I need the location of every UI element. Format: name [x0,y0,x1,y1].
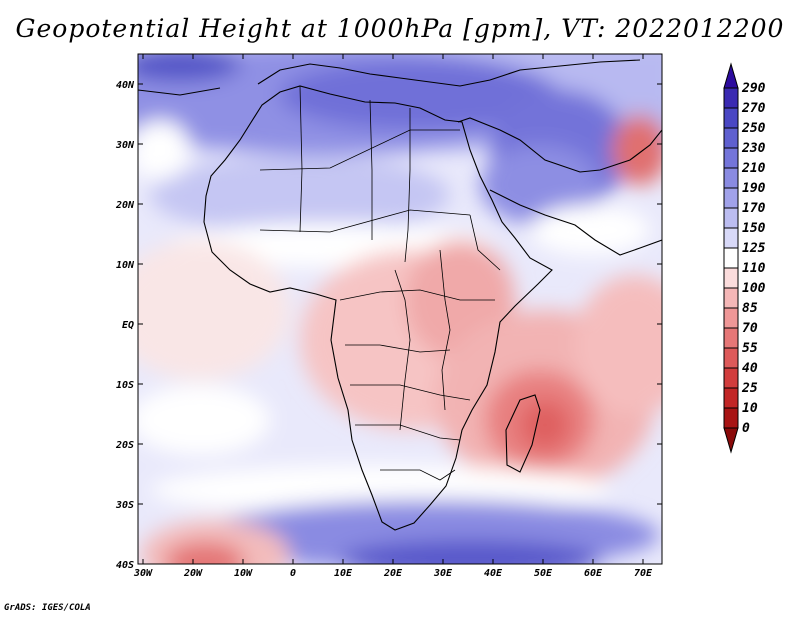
colorbar-segment [723,107,739,129]
longitude-axis: 30W 20W 10W 0 10E 20E 30E 40E 50E 60E 70E [133,54,653,579]
chart-title: Geopotential Height at 1000hPa [gpm], VT… [15,14,785,43]
colorbar-segment [723,187,739,209]
colorbar-segment [723,307,739,329]
lat-tick-label: 30N [115,140,135,151]
colorbar-label: 110 [742,261,766,276]
colorbar-segment [723,287,739,309]
colorbar-segment [723,247,739,269]
colorbar-segment [723,407,739,429]
lon-tick-label: 10E [334,568,353,579]
latitude-axis: 40N 30N 20N 10N EQ 10S 20S 30S 40S [115,80,662,571]
colorbar-segment [723,267,739,289]
lon-tick-label: 20W [183,568,203,579]
colorbar-label: 10 [742,401,758,416]
colorbar-label: 125 [742,241,766,256]
lat-tick-label: EQ [122,320,134,331]
colorbar-label: 55 [742,341,758,356]
coastlines [138,59,662,531]
plot-frame [137,53,663,565]
colorbar-segment [723,327,739,349]
lon-tick-label: 60E [584,568,603,579]
colorbar-segment [723,207,739,229]
colorbar-label: 40 [742,361,758,376]
colorbar-segment [723,147,739,169]
colorbar-label: 150 [742,221,766,236]
lon-tick-label: 50E [534,568,553,579]
colorbar-label: 100 [742,281,766,296]
colorbar-segment [723,367,739,389]
lat-tick-label: 40S [116,560,134,571]
colorbar-segment [723,227,739,249]
lat-tick-label: 20N [115,200,135,211]
colorbar-segment [723,387,739,409]
colorbar-label: 85 [742,301,758,316]
lat-tick-label: 10S [116,380,134,391]
height-field [138,54,662,564]
lon-tick-label: 30W [133,568,153,579]
colorbar-segment [723,347,739,369]
lon-tick-label: 70E [634,568,653,579]
lon-tick-label: 0 [290,568,296,579]
colorbar-label: 0 [742,421,750,436]
colorbar-label: 170 [742,201,766,216]
lon-tick-label: 30E [433,568,453,579]
colorbar-label: 250 [741,121,766,136]
colorbar-segment [723,127,739,149]
lat-tick-label: 40N [116,80,135,91]
colorbar-bottom-arrow [723,427,739,454]
colorbar-top-arrow [723,62,739,89]
lon-tick-label: 40E [484,568,503,579]
colorbar-label: 290 [741,81,766,96]
lat-tick-label: 10N [116,260,135,271]
colorbar-segment [723,87,739,109]
lat-tick-label: 20S [115,440,134,451]
colorbar-label: 25 [741,381,758,396]
colorbar-label: 70 [742,321,758,336]
country-borders [259,85,501,481]
lat-tick-label: 30S [115,500,134,511]
lon-tick-label: 10W [234,568,253,579]
colorbar-label: 230 [741,141,766,156]
colorbar-label: 190 [742,181,766,196]
colorbar-segment [723,167,739,189]
colorbar-label: 210 [741,161,766,176]
lon-tick-label: 20E [383,568,403,579]
grads-credit: GrADS: IGES/COLA [4,603,91,613]
colorbar: 2902702502302101901701501251101008570554… [723,62,766,454]
colorbar-label: 270 [741,101,766,116]
